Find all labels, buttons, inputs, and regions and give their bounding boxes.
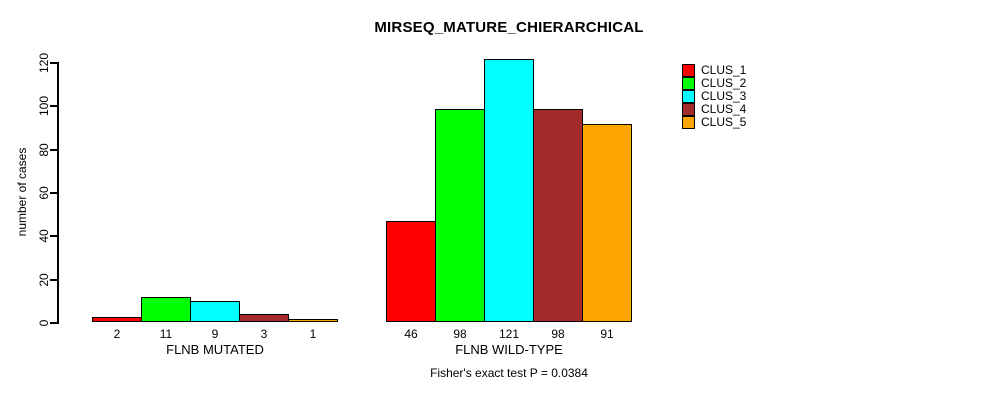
- legend-label: CLUS_1: [701, 63, 747, 77]
- bar-value-label: 98: [551, 327, 565, 341]
- bar-value-label: 98: [453, 327, 467, 341]
- bar-value-label: 2: [113, 327, 121, 341]
- chart-title: MIRSEQ_MATURE_CHIERARCHICAL: [374, 19, 644, 36]
- bar-clus_2-wildtype: [435, 109, 485, 322]
- legend-entry-clus_5: CLUS_5: [682, 116, 772, 129]
- group-label-mutated: FLNB MUTATED: [166, 342, 264, 357]
- clus_4-color-swatch: [682, 103, 695, 116]
- y-axis-tick: [50, 279, 58, 281]
- y-axis-tick-label: 120: [37, 52, 51, 74]
- y-axis-tick: [50, 62, 58, 64]
- bar-value-label: 9: [211, 327, 219, 341]
- y-axis-tick-label: 20: [37, 273, 51, 287]
- bar-clus_4-wildtype: [533, 109, 583, 322]
- legend-label: CLUS_4: [701, 102, 747, 116]
- y-axis-tick: [50, 105, 58, 107]
- legend-label: CLUS_5: [701, 115, 747, 129]
- bar-value-label: 46: [404, 327, 418, 341]
- bar-value-label: 121: [498, 327, 520, 341]
- legend-entry-clus_1: CLUS_1: [682, 64, 772, 77]
- bar-clus_3-mutated: [190, 301, 240, 322]
- group-label-wildtype: FLNB WILD-TYPE: [455, 342, 563, 357]
- bar-clus_5-mutated: [288, 319, 338, 322]
- legend-entry-clus_2: CLUS_2: [682, 77, 772, 90]
- clus_2-color-swatch: [682, 77, 695, 90]
- y-axis-tick-label: 60: [37, 186, 51, 200]
- bar-value-label: 3: [260, 327, 268, 341]
- y-axis-tick-label: 0: [37, 319, 51, 327]
- bar-clus_1-wildtype: [386, 221, 436, 322]
- y-axis-tick-label: 100: [37, 95, 51, 117]
- bar-clus_1-mutated: [92, 317, 142, 322]
- bar-value-label: 91: [600, 327, 614, 341]
- y-axis-tick: [50, 235, 58, 237]
- y-axis-tick: [50, 149, 58, 151]
- y-axis-tick: [50, 322, 58, 324]
- clus_1-color-swatch: [682, 64, 695, 77]
- y-axis-tick: [50, 192, 58, 194]
- clus_3-color-swatch: [682, 90, 695, 103]
- clus_5-color-swatch: [682, 116, 695, 129]
- legend-label: CLUS_3: [701, 89, 747, 103]
- bar-clus_4-mutated: [239, 314, 289, 322]
- bar-clus_5-wildtype: [582, 124, 632, 322]
- y-axis-tick-label: 40: [37, 229, 51, 243]
- bar-value-label: 11: [159, 327, 173, 341]
- legend-label: CLUS_2: [701, 76, 747, 90]
- bar-clus_2-mutated: [141, 297, 191, 322]
- bar-value-label: 1: [309, 327, 317, 341]
- legend-entry-clus_3: CLUS_3: [682, 90, 772, 103]
- bar-clus_3-wildtype: [484, 59, 534, 322]
- legend-entry-clus_4: CLUS_4: [682, 103, 772, 116]
- y-axis-tick-label: 80: [37, 143, 51, 157]
- annotation-text: Fisher's exact test P = 0.0384: [430, 366, 588, 380]
- y-axis-label: number of cases: [15, 147, 29, 237]
